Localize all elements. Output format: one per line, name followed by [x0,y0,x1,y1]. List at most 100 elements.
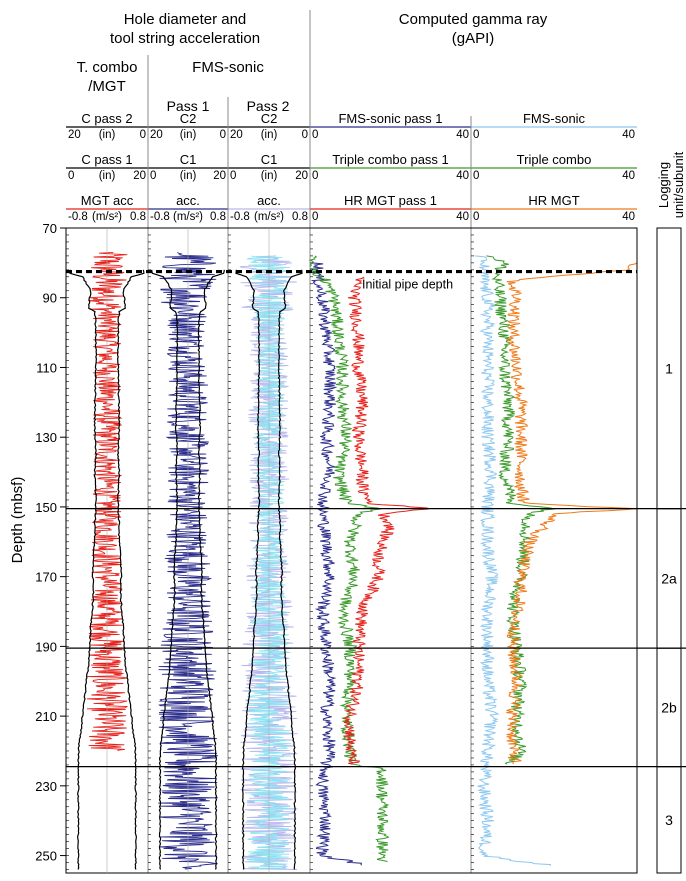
unit-label-2b: 2b [661,699,677,715]
group-header-gamma-line1: Computed gamma ray [399,11,548,28]
scale-name-t2-1: C1 [180,152,197,167]
scale-right-t3-0: 0 [302,129,308,141]
scale-right-t5-1: 40 [622,170,635,182]
sub-header-pass1: Pass 1 [167,98,210,114]
track-frames [65,10,638,874]
scale-name-t1-1: C pass 1 [81,152,132,167]
pipe-depth-label: Initial pipe depth [362,278,453,292]
scale-unit-t2-0: (in) [180,129,197,141]
scale-right-t5-0: 40 [622,129,635,141]
scale-left-t3-1: 0 [230,170,236,182]
y-tick-label-190: 190 [35,639,57,654]
scale-right-t3-2: 0.8 [292,211,308,223]
annotations: Initial pipe depth [66,269,686,768]
scale-name-t4-1: Triple combo pass 1 [332,152,449,167]
scale-right-t5-2: 40 [622,211,635,223]
scale-right-t3-1: 20 [295,170,308,182]
y-tick-label-70: 70 [43,221,57,236]
scale-name-t5-0: FMS-sonic [523,111,586,126]
scale-right-t4-2: 40 [456,211,469,223]
scale-name-t5-1: Triple combo [517,152,592,167]
unit-label-3: 3 [665,812,673,828]
gamma-curve-5 [505,262,638,765]
group-header-hole-line2: tool string acceleration [110,30,260,47]
y-tick-label-130: 130 [35,430,57,445]
log-curves [69,251,638,870]
depth-axis: 70 90 110 130 150 170 190 210 230 250 [35,221,66,864]
scale-left-t2-1: 0 [150,170,156,182]
caliper-t1-left [69,269,98,870]
sub-header-pass2: Pass 2 [247,98,290,114]
scale-left-t5-2: 0 [473,211,479,223]
group-header-hole-line1: Hole diameter and [124,11,247,28]
scale-left-t5-1: 0 [473,170,479,182]
scale-left-t3-2: -0.8 [230,211,250,223]
scale-name-t5-2: HR MGT [528,193,579,208]
caliper-t2-right [197,269,225,870]
caliper-t3-left [235,269,261,870]
scale-name-t4-2: HR MGT pass 1 [344,193,437,208]
scale-name-t2-0: C2 [180,111,197,126]
scale-right-t1-1: 20 [133,170,146,182]
header-text: Hole diameter and tool string accelerati… [9,11,686,563]
scale-unit-t3-2: (m/s²) [254,211,284,223]
unit-axis-label-line2: unit/subunit [671,151,686,218]
caliper-t2-left [151,269,179,870]
scale-left-t4-0: 0 [312,129,318,141]
scale-unit-t1-2: (m/s²) [92,211,122,223]
y-tick-label-250: 250 [35,849,57,864]
y-tick-label-230: 230 [35,779,57,794]
scale-name-t3-1: C1 [261,152,278,167]
unit-label-2a: 2a [661,570,677,586]
caliper-t3-right [277,269,303,870]
sub-header-tcombo-line1: T. combo [77,59,138,76]
scale-name-t1-0: C pass 2 [81,111,132,126]
y-tick-label-90: 90 [43,291,57,306]
scale-left-t1-2: -0.8 [68,211,88,223]
plot-frame [65,227,638,874]
scale-name-t3-0: C2 [261,111,278,126]
scale-left-t5-0: 0 [473,129,479,141]
scale-name-t4-0: FMS-sonic pass 1 [338,111,442,126]
unit-label-1: 1 [665,360,673,376]
scale-name-t1-2: MGT acc [81,193,134,208]
y-tick-label-210: 210 [35,709,57,724]
scale-right-t4-0: 40 [456,129,469,141]
scale-unit-t3-1: (in) [261,170,278,182]
scale-right-t4-1: 40 [456,170,469,182]
scale-name-t3-2: acc. [257,193,281,208]
track-scale-headers: C pass 220 0(in)C pass 10 20(in)MGT acc-0.… [66,111,637,223]
scale-left-t3-0: 20 [230,129,243,141]
scale-left-t2-0: 20 [150,129,163,141]
scale-unit-t3-0: (in) [261,129,278,141]
scale-name-t2-2: acc. [176,193,200,208]
gamma-curve-4 [486,255,556,765]
gamma-curve-3 [474,255,552,866]
gamma-curve-0 [310,262,363,866]
unit-axis-label-line1: Logging [656,162,671,208]
scale-left-t1-1: 0 [68,170,74,182]
y-axis-label: Depth (mbsf) [9,477,26,564]
unit-column: 1 2a 2b 3 [656,227,682,874]
sub-header-fms: FMS-sonic [192,59,264,76]
scale-left-t1-0: 20 [68,129,81,141]
gamma-curve-2 [342,276,429,765]
y-tick-label-110: 110 [36,360,57,375]
unit-box-3 [656,766,682,874]
scale-left-t4-2: 0 [312,211,318,223]
group-header-gamma-line2: (gAPI) [452,30,495,47]
scale-right-t1-0: 0 [140,129,146,141]
scale-unit-t2-2: (m/s²) [173,211,203,223]
scale-unit-t2-1: (in) [180,170,197,182]
sub-header-tcombo-line2: /MGT [88,78,126,95]
scale-right-t2-0: 0 [220,129,226,141]
scale-right-t1-2: 0.8 [130,211,146,223]
scale-left-t4-1: 0 [312,170,318,182]
scale-unit-t1-0: (in) [99,129,116,141]
scale-right-t2-1: 20 [213,170,226,182]
scale-unit-t1-1: (in) [99,170,116,182]
scale-left-t2-2: -0.8 [150,211,170,223]
y-tick-label-170: 170 [35,570,57,585]
caliper-t1-right [116,269,145,870]
